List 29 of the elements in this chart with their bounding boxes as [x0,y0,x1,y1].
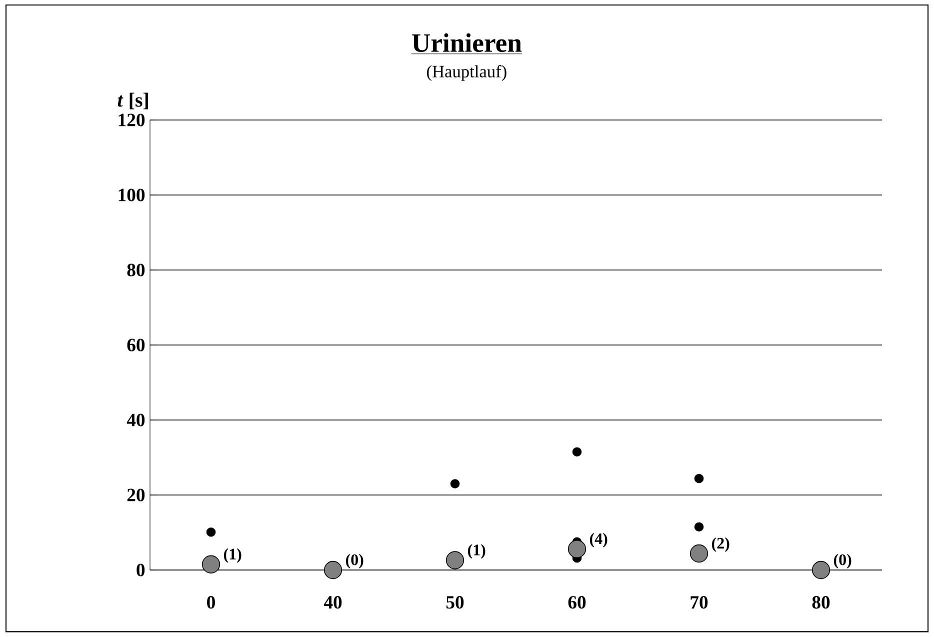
x-tick-label: 40 [324,596,342,609]
y-tick-label: 40 [126,414,145,426]
y-tick-label: 0 [136,564,145,576]
point [324,560,342,580]
point [202,555,220,574]
annotation: (4) [590,532,608,548]
point [206,527,216,537]
point [446,551,464,570]
annotation: (1) [224,548,242,563]
y-tick-label: 80 [127,264,145,276]
y-tick-label: 20 [127,488,145,502]
annotation: (1) [468,544,486,559]
point [812,560,830,580]
point [568,540,586,558]
x-tick-label: 60 [568,596,586,609]
x-tick-label: 0 [207,596,215,609]
chart-title: Urinieren [412,33,522,52]
x-tick-label: 70 [690,596,708,609]
annotation: (0) [346,554,364,568]
y-tick-label: 100 [118,188,145,202]
x-tick-label: 50 [446,596,464,609]
point [690,544,708,563]
y-tick-label: 120 [118,114,145,126]
x-tick-label: 80 [812,596,830,609]
y-tick-label: 60 [127,338,145,352]
chart-subtitle: (Hauptlauf) [427,65,506,81]
y-axis-title: t [s] [118,92,148,110]
annotation: (0) [834,554,852,568]
annotation: (2) [712,537,730,552]
